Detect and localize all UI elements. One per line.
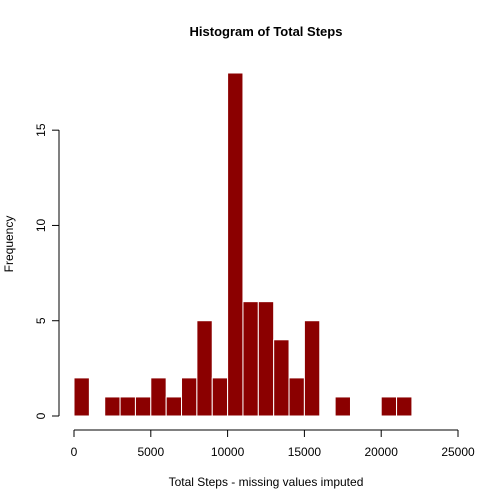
- y-tick-label: 0: [34, 412, 48, 419]
- histogram-bar: [380, 396, 398, 417]
- x-tick-label: 15000: [288, 445, 322, 459]
- histogram-bar: [257, 301, 275, 417]
- histogram-bar: [181, 377, 198, 417]
- histogram-bar: [104, 396, 121, 417]
- x-axis: 0 5000 10000 15000 20000 25000: [71, 429, 475, 459]
- x-axis-label: Total Steps - missing values imputed: [169, 475, 364, 489]
- x-tick-label: 5000: [137, 445, 164, 459]
- y-tick-label: 15: [34, 123, 48, 137]
- x-tick-label: 10000: [211, 445, 245, 459]
- x-tick-label: 0: [71, 445, 78, 459]
- y-axis: 0 5 10 15: [34, 123, 60, 419]
- histogram-bar: [119, 396, 136, 417]
- histogram-bar: [396, 396, 413, 417]
- histogram-bar: [288, 377, 305, 417]
- histogram-bar: [242, 301, 259, 417]
- chart-title: Histogram of Total Steps: [190, 24, 343, 39]
- y-tick-label: 10: [34, 218, 48, 232]
- histogram-bar: [303, 320, 321, 417]
- histogram-bar: [73, 377, 90, 417]
- histogram-bar: [334, 396, 351, 417]
- histogram-bar: [134, 396, 152, 417]
- x-tick-label: 25000: [441, 445, 475, 459]
- bars-group: [73, 72, 413, 417]
- y-axis-label: Frequency: [2, 216, 16, 273]
- histogram-bar: [150, 377, 167, 417]
- y-tick-label: 5: [34, 317, 48, 324]
- histogram-bar: [211, 377, 229, 417]
- x-tick-label: 20000: [365, 445, 399, 459]
- histogram-bar: [196, 320, 213, 417]
- histogram-bar: [227, 72, 244, 417]
- histogram-bar: [165, 396, 183, 417]
- histogram-bar: [273, 339, 290, 417]
